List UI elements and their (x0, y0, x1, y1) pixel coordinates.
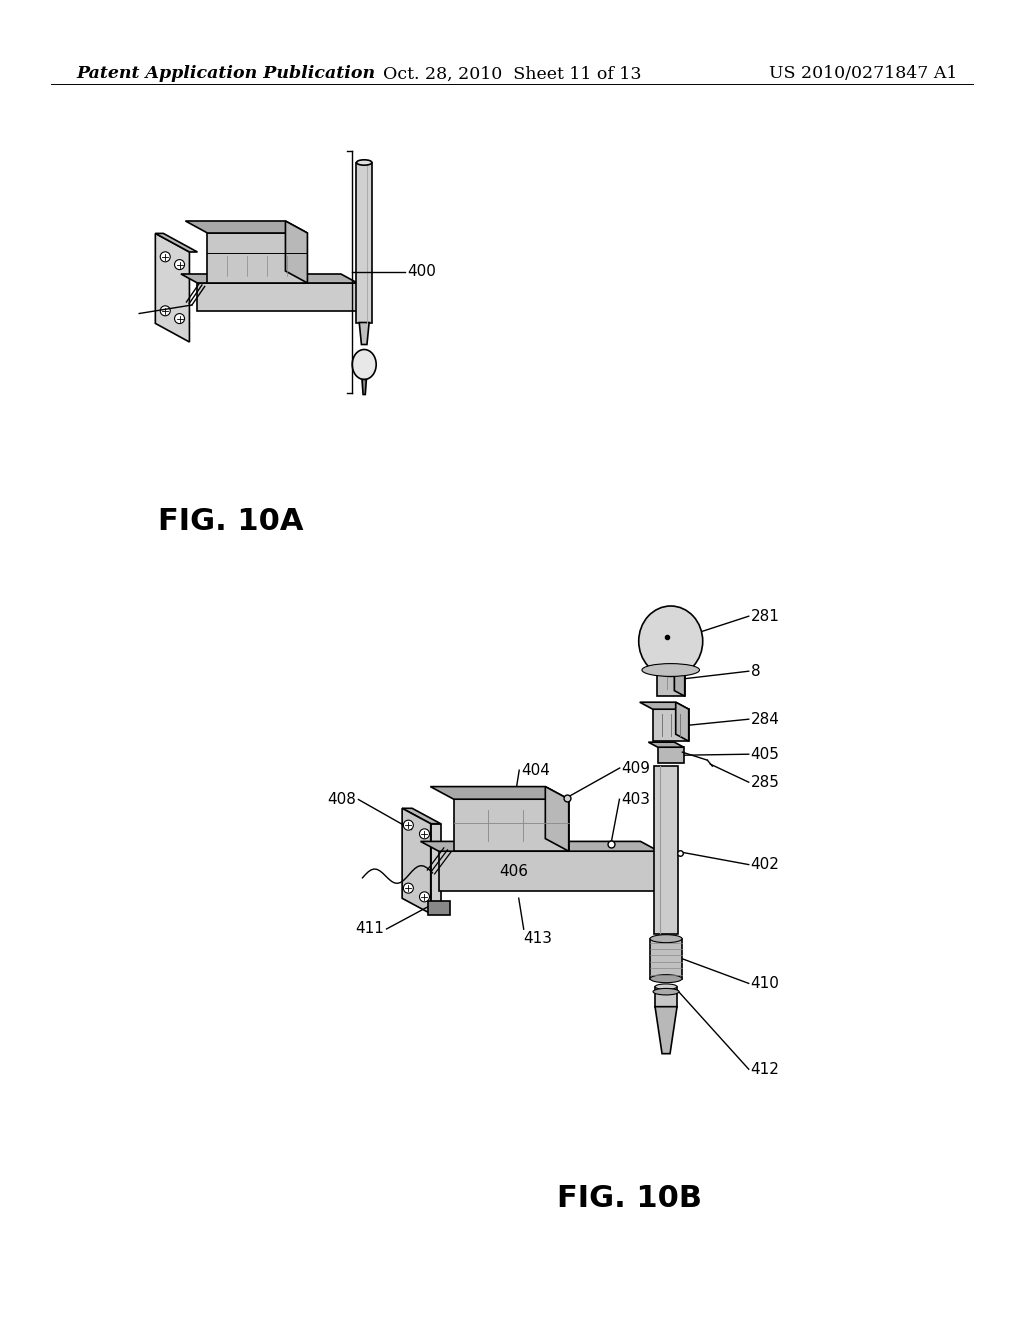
Polygon shape (208, 234, 307, 282)
Polygon shape (675, 656, 685, 696)
Text: 411: 411 (355, 921, 385, 936)
Polygon shape (646, 656, 685, 661)
Ellipse shape (655, 983, 677, 990)
Ellipse shape (653, 989, 679, 995)
Text: 412: 412 (751, 1061, 779, 1077)
Circle shape (420, 892, 429, 902)
Polygon shape (640, 702, 689, 709)
Polygon shape (431, 824, 440, 913)
Polygon shape (286, 220, 307, 282)
Polygon shape (156, 234, 189, 342)
Polygon shape (356, 162, 372, 322)
Polygon shape (652, 709, 689, 742)
Text: 403: 403 (622, 792, 650, 807)
Polygon shape (655, 986, 677, 1007)
Circle shape (174, 260, 184, 269)
Ellipse shape (650, 935, 682, 942)
Ellipse shape (639, 606, 702, 676)
Polygon shape (454, 799, 568, 851)
Polygon shape (654, 766, 678, 933)
Circle shape (160, 252, 170, 261)
Circle shape (174, 314, 184, 323)
Text: Oct. 28, 2010  Sheet 11 of 13: Oct. 28, 2010 Sheet 11 of 13 (383, 66, 641, 82)
Polygon shape (185, 220, 307, 234)
Text: 8: 8 (751, 664, 761, 678)
Text: 281: 281 (751, 609, 779, 624)
Text: 409: 409 (622, 760, 650, 776)
Text: US 2010/0271847 A1: US 2010/0271847 A1 (769, 66, 957, 82)
Text: 404: 404 (521, 763, 550, 777)
Bar (428, 902, 450, 915)
Polygon shape (655, 1007, 677, 1053)
Polygon shape (656, 661, 685, 696)
Polygon shape (181, 275, 357, 282)
Polygon shape (359, 322, 369, 345)
Circle shape (403, 820, 414, 830)
Polygon shape (421, 841, 658, 851)
Ellipse shape (356, 160, 372, 165)
Text: 284: 284 (751, 711, 779, 727)
Text: 402: 402 (751, 857, 779, 873)
Polygon shape (676, 702, 689, 742)
Polygon shape (648, 742, 684, 747)
Text: 405: 405 (751, 747, 779, 762)
Ellipse shape (650, 974, 682, 982)
Text: 410: 410 (751, 975, 779, 991)
Polygon shape (430, 787, 568, 799)
Text: FIG. 10B: FIG. 10B (557, 1184, 702, 1213)
Polygon shape (438, 851, 658, 891)
Text: 400: 400 (408, 264, 436, 280)
Ellipse shape (642, 664, 699, 676)
Text: 285: 285 (751, 775, 779, 789)
Text: FIG. 10A: FIG. 10A (158, 507, 303, 536)
Polygon shape (402, 808, 440, 824)
Polygon shape (657, 747, 684, 763)
Polygon shape (198, 282, 357, 312)
Polygon shape (156, 234, 198, 252)
Polygon shape (546, 787, 568, 851)
Ellipse shape (352, 350, 376, 380)
Polygon shape (402, 808, 431, 913)
Polygon shape (362, 380, 367, 395)
Polygon shape (650, 939, 682, 978)
Text: Patent Application Publication: Patent Application Publication (77, 66, 376, 82)
Circle shape (160, 306, 170, 315)
Text: 406: 406 (500, 863, 528, 879)
Circle shape (403, 883, 414, 894)
Text: 413: 413 (523, 931, 553, 946)
Circle shape (420, 829, 429, 838)
Text: 408: 408 (328, 792, 356, 807)
